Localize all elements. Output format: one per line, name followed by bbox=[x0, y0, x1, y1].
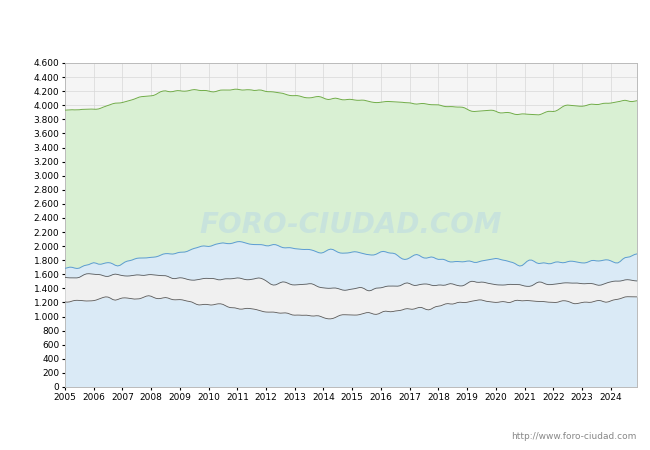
Text: O Rosal - Evolucion de la poblacion en edad de Trabajar Mayo de 2024: O Rosal - Evolucion de la poblacion en e… bbox=[90, 13, 560, 26]
Text: http://www.foro-ciudad.com: http://www.foro-ciudad.com bbox=[512, 432, 637, 441]
Text: FORO-CIUDAD.COM: FORO-CIUDAD.COM bbox=[200, 211, 502, 239]
